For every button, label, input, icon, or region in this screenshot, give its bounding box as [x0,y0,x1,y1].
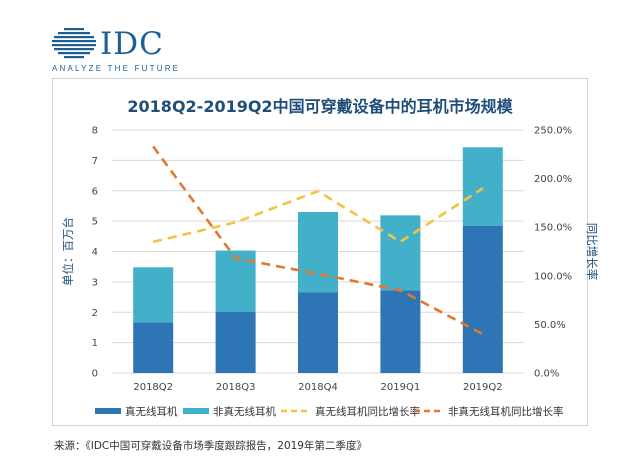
bar-true-wireless [380,290,421,373]
y-tick-label: 2 [92,308,98,319]
y2-tick-label: 150.0% [534,223,572,234]
idc-logo-text: IDC [100,26,164,62]
bar-true-wireless [298,292,338,373]
x-tick-label: 2018Q3 [216,382,256,393]
y2-tick-label: 0.0% [534,369,559,380]
y2-tick-label: 100.0% [534,271,572,282]
legend-swatch [95,408,121,414]
x-tick-label: 2018Q4 [298,382,338,393]
y-tick-label: 1 [92,338,98,349]
y-tick-label: 7 [92,156,98,167]
bar-true-wireless [133,322,174,373]
bar-non-true-wireless [298,212,338,293]
y-tick-label: 8 [92,126,98,137]
legend-label: 非真无线耳机 [213,405,276,418]
legend-swatch [183,408,209,414]
bar-true-wireless [462,225,503,373]
y-tick-label: 3 [92,277,98,288]
chart-title: 2018Q2-2019Q2中国可穿戴设备中的耳机市场规模 [127,97,513,116]
legend-label: 真无线耳机同比增长率 [315,405,420,418]
idc-logo-tagline: ANALYZE THE FUTURE [52,64,181,73]
y2-tick-label: 250.0% [534,126,572,137]
y-tick-label: 5 [92,217,98,228]
y-tick-label: 0 [92,369,98,380]
x-tick-label: 2018Q2 [133,382,173,393]
bar-non-true-wireless [133,267,174,323]
y-axis-title: 单位：百万台 [61,217,75,286]
y-tick-label: 4 [92,247,98,258]
bar-non-true-wireless [380,215,421,291]
y-tick-label: 6 [92,186,98,197]
y2-axis-title: 同比增长率 [585,223,599,281]
line-non-true-wireless-growth [152,145,484,336]
y2-tick-label: 200.0% [534,174,572,185]
x-tick-label: 2019Q1 [381,382,421,393]
bar-non-true-wireless [462,147,503,226]
bar-true-wireless [215,311,256,373]
y2-tick-label: 50.0% [534,320,566,331]
line-true-wireless-growth [152,187,484,244]
x-tick-label: 2019Q2 [463,382,503,393]
source-note: 来源：《IDC中国可穿戴设备市场季度跟踪报告，2019年第二季度》 [54,440,367,452]
legend-label: 真无线耳机 [125,405,178,418]
idc-globe-icon [52,28,96,59]
legend-label: 非真无线耳机同比增长率 [448,405,564,418]
idc-logo [52,26,182,78]
